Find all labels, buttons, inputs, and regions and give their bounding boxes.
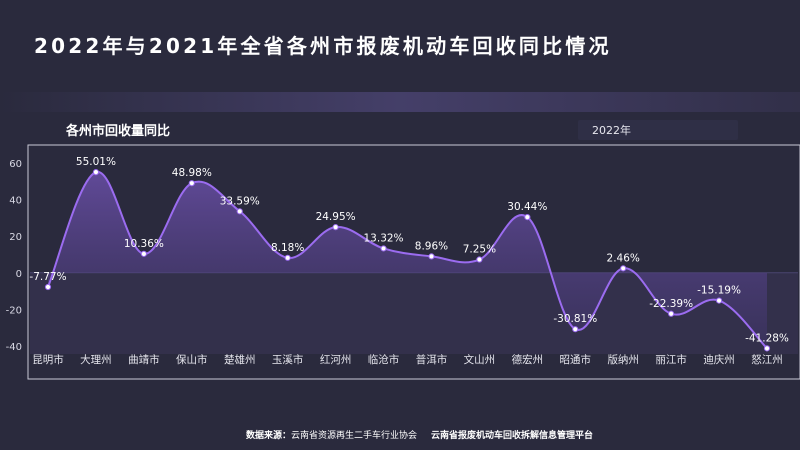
data-label: -41.28% (745, 332, 789, 344)
x-tick-label: 红河州 (320, 353, 352, 366)
data-point (44, 283, 52, 291)
y-tick-label: -40 (6, 342, 22, 353)
panel-title: 各州市回收量同比 (66, 124, 171, 139)
data-label: 48.98% (172, 167, 212, 179)
x-tick-label: 大理州 (80, 353, 112, 366)
x-tick-label: 保山市 (176, 353, 208, 366)
data-source: 数据来源：云南省资源再生二手车行业协会 云南省报废机动车回收拆解信息管理平台 (246, 428, 593, 441)
data-label: 13.32% (364, 232, 404, 244)
data-label: 10.36% (124, 238, 164, 250)
y-tick-label: 60 (9, 159, 22, 170)
source-org-2: 云南省报废机动车回收拆解信息管理平台 (431, 431, 594, 441)
x-tick-label: 曲靖市 (128, 353, 160, 366)
x-tick-label: 版纳州 (607, 353, 639, 366)
year-selector-label: 2022年 (592, 124, 631, 137)
page-title: 2022年与2021年全省各州市报废机动车回收同比情况 (34, 34, 612, 58)
data-point (188, 180, 195, 187)
data-point (92, 169, 100, 176)
chart-area: 60 40 20 0 -20 -40 -7.77% 昆明市 55.01% 大理州 10.36% 曲靖市… (0, 143, 800, 381)
data-label: 33.59% (220, 195, 260, 207)
data-label: 8.18% (271, 242, 304, 254)
header-band (0, 92, 800, 112)
line-chart: 60 40 20 0 -20 -40 -7.77% 昆明市 55.01% 大理州 10.36% 曲靖市… (6, 144, 800, 380)
data-point (668, 310, 675, 317)
x-tick-label: 楚雄州 (224, 353, 256, 366)
data-label: 30.44% (507, 201, 547, 213)
x-tick-label: 昭通市 (560, 353, 592, 366)
data-label: -7.77% (29, 271, 66, 283)
chart-border (27, 144, 800, 380)
data-point (428, 253, 435, 260)
data-label: 24.95% (316, 211, 356, 223)
data-point (763, 345, 771, 352)
data-label: -15.19% (697, 285, 741, 297)
x-tick-label: 怒江州 (751, 353, 783, 366)
y-tick-label: -20 (6, 305, 22, 316)
y-tick-label: 40 (9, 196, 22, 207)
data-point (572, 326, 579, 333)
data-label: -30.81% (553, 313, 597, 325)
data-point (284, 254, 291, 261)
source-label: 数据来源： (246, 431, 292, 441)
data-point (380, 245, 387, 252)
data-point (236, 208, 243, 215)
x-tick-label: 德宏州 (512, 353, 544, 366)
data-point (332, 224, 339, 231)
x-tick-label: 文山州 (464, 353, 496, 366)
series-area (48, 171, 767, 349)
x-tick-label: 临沧市 (368, 353, 400, 366)
x-tick-label: 昆明市 (32, 353, 64, 366)
data-label: 7.25% (463, 244, 496, 256)
x-tick-label: 玉溪市 (272, 353, 304, 366)
data-label: 2.46% (607, 252, 640, 264)
data-label: 8.96% (415, 240, 448, 252)
y-tick-label: 20 (9, 232, 22, 243)
x-tick-label: 丽江市 (655, 353, 687, 366)
data-point (140, 250, 147, 257)
x-tick-label: 迪庆州 (703, 353, 735, 366)
data-label: 55.01% (76, 156, 116, 168)
data-point (476, 256, 483, 263)
source-org-1: 云南省资源再生二手车行业协会 (291, 431, 418, 441)
data-point (620, 265, 627, 272)
year-selector[interactable]: 2022年 (578, 120, 738, 140)
x-tick-label: 普洱市 (416, 353, 448, 366)
y-tick-label: 0 (16, 269, 22, 280)
data-point (715, 297, 723, 304)
data-label: -22.39% (649, 298, 693, 310)
data-point (524, 213, 531, 221)
